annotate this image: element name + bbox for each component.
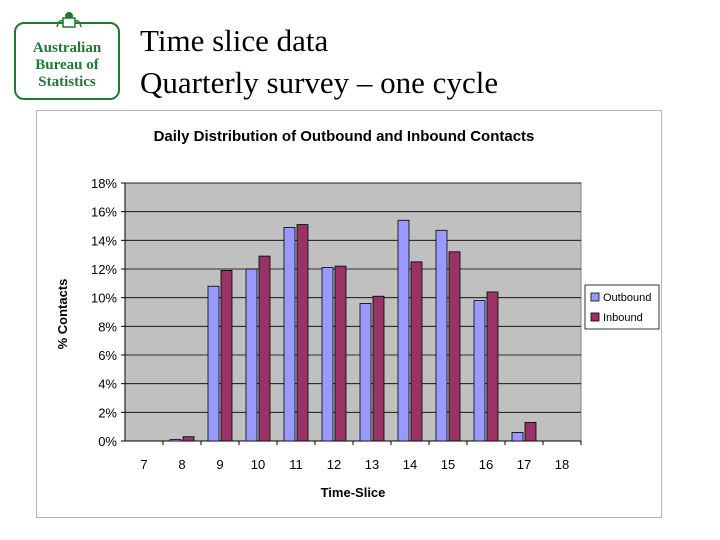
x-tick-label: 9 (216, 457, 223, 472)
legend-label-outbound: Outbound (603, 292, 651, 304)
x-tick-label: 16 (479, 457, 493, 472)
bar-inbound (334, 265, 347, 442)
bar-inbound (524, 421, 537, 442)
x-tick-label: 17 (517, 457, 531, 472)
y-axis-label: % Contacts (55, 279, 70, 350)
bar-outbound (321, 267, 334, 442)
bar-inbound (182, 436, 195, 442)
y-tick-label: 12% (91, 262, 117, 277)
bar-inbound (220, 270, 233, 442)
x-tick-label: 7 (140, 457, 147, 472)
y-tick-label: 6% (98, 348, 117, 363)
bar-inbound (372, 295, 385, 442)
bar-outbound (435, 229, 448, 442)
slide-title-line-1: Time slice data (140, 23, 329, 58)
y-tick-label: 16% (91, 205, 117, 220)
legend-box (584, 284, 660, 330)
x-tick-label: 15 (441, 457, 455, 472)
x-tick-label: 11 (289, 457, 303, 472)
bar-outbound (207, 285, 220, 442)
y-tick-label: 18% (91, 176, 117, 191)
bar-outbound (397, 219, 410, 442)
bar-outbound (169, 439, 182, 442)
y-tick-label: 0% (98, 434, 117, 449)
bar-inbound (258, 255, 271, 442)
bar-chart: Daily Distribution of Outbound and Inbou… (55, 128, 660, 500)
bar-outbound (511, 431, 524, 442)
x-axis-label: Time-Slice (321, 485, 386, 500)
coat-of-arms-icon (56, 12, 82, 28)
bar-inbound (486, 291, 499, 442)
legend: Outbound Inbound (584, 284, 660, 330)
slide-title: Time slice data Quarterly survey – one c… (140, 20, 498, 104)
x-tick-label: 10 (251, 457, 265, 472)
y-tick-label: 2% (98, 405, 117, 420)
slide-title-line-2: Quarterly survey – one cycle (140, 65, 499, 100)
bar-inbound (448, 251, 461, 442)
y-tick-label: 14% (91, 233, 117, 248)
logo-line-3: Statistics (38, 74, 96, 90)
bar-inbound (296, 224, 309, 442)
legend-label-inbound: Inbound (603, 312, 643, 324)
abs-logo: Australian Bureau of Statistics (14, 12, 120, 100)
y-tick-label: 4% (98, 377, 117, 392)
plot-area: 0% 2% 4% 6% 8% 10% 12% 14% 16% 18% 7 8 9 10 11 12 13 14 15… (91, 176, 582, 472)
y-tick-label: 8% (98, 319, 117, 334)
logo-line-2: Bureau of (35, 57, 99, 73)
legend-swatch-outbound (590, 292, 600, 302)
chart-title: Daily Distribution of Outbound and Inbou… (154, 128, 535, 145)
logo-line-1: Australian (32, 40, 102, 56)
bar-outbound (245, 268, 258, 442)
x-tick-label: 8 (178, 457, 185, 472)
x-tick-label: 14 (403, 457, 417, 472)
bar-inbound (410, 261, 423, 442)
y-tick-label: 10% (91, 291, 117, 306)
legend-swatch-inbound (590, 312, 600, 322)
plot-background (124, 182, 582, 442)
bar-outbound (473, 300, 486, 442)
bar-outbound (283, 227, 296, 442)
chart-frame: Daily Distribution of Outbound and Inbou… (36, 110, 662, 518)
bar-outbound (359, 302, 372, 442)
x-tick-label: 13 (365, 457, 379, 472)
x-tick-label: 18 (555, 457, 569, 472)
x-tick-label: 12 (327, 457, 341, 472)
